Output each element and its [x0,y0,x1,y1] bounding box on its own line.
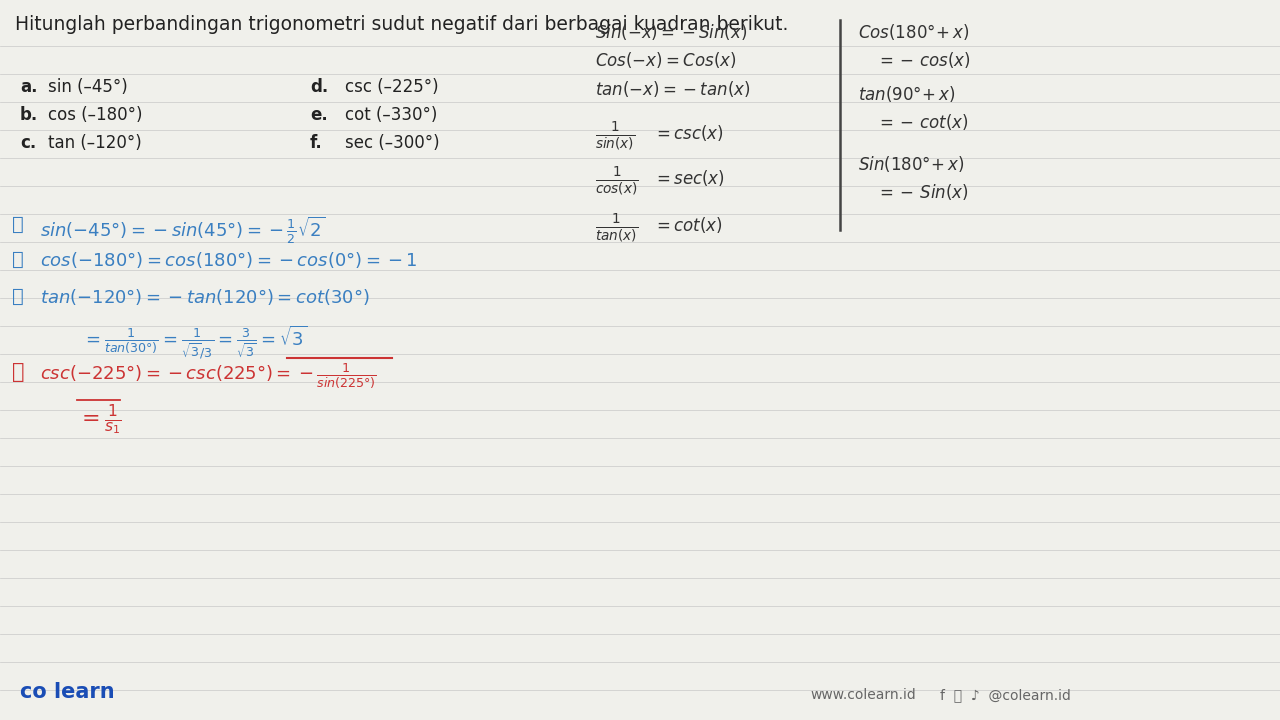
Text: $csc(-225°) = -csc(225°) = -\frac{1}{sin(225°)}$: $csc(-225°) = -csc(225°) = -\frac{1}{sin… [40,362,376,391]
Text: $tan(-x) = -tan(x)$: $tan(-x) = -tan(x)$ [595,79,750,99]
Text: $= -\,cos(x)$: $= -\,cos(x)$ [876,50,972,70]
Text: $Cos(180°\!+x)$: $Cos(180°\!+x)$ [858,22,969,42]
Text: Ⓓ: Ⓓ [12,362,24,382]
Text: Ⓑ: Ⓑ [12,250,24,269]
Text: www.colearn.id: www.colearn.id [810,688,915,702]
Text: $= \frac{1}{s_1}$: $= \frac{1}{s_1}$ [77,402,122,436]
Text: $Cos(-x) = Cos(x)$: $Cos(-x) = Cos(x)$ [595,50,736,70]
Text: cot (–330°): cot (–330°) [346,106,438,124]
Text: f.: f. [310,134,323,152]
Text: Ⓐ: Ⓐ [12,215,24,234]
Text: f  ⓞ  ♪  @colearn.id: f ⓞ ♪ @colearn.id [940,688,1071,702]
Text: $sin(-45°) = -sin(45°) = -\frac{1}{2}\sqrt{2}$: $sin(-45°) = -sin(45°) = -\frac{1}{2}\sq… [40,215,325,246]
Text: c.: c. [20,134,36,152]
Text: $= cot(x)$: $= cot(x)$ [653,215,723,235]
Text: $= \frac{1}{tan(30°)} = \frac{1}{\sqrt{3}/3} = \frac{3}{\sqrt{3}} = \sqrt{3}$: $= \frac{1}{tan(30°)} = \frac{1}{\sqrt{3… [82,323,307,361]
Text: $tan(90°\!+x)$: $tan(90°\!+x)$ [858,84,956,104]
Text: $\frac{1}{cos(x)}$: $\frac{1}{cos(x)}$ [595,165,639,197]
Text: Ⓒ: Ⓒ [12,287,24,306]
Text: b.: b. [20,106,38,124]
Text: $tan(-120°) = -tan(120°) = cot(30°)$: $tan(-120°) = -tan(120°) = cot(30°)$ [40,287,370,307]
Text: $\frac{1}{tan(x)}$: $\frac{1}{tan(x)}$ [595,212,639,243]
Text: d.: d. [310,78,328,96]
Text: tan (–120°): tan (–120°) [49,134,142,152]
Text: $cos(-180°) = cos(180°) = -cos(0°) = -1$: $cos(-180°) = cos(180°) = -cos(0°) = -1$ [40,250,417,270]
Text: sec (–300°): sec (–300°) [346,134,439,152]
Text: $= -\,Sin(x)$: $= -\,Sin(x)$ [876,182,969,202]
Text: $\frac{1}{sin(x)}$: $\frac{1}{sin(x)}$ [595,120,635,152]
Text: a.: a. [20,78,37,96]
Text: $Sin(-x) = -Sin(x)$: $Sin(-x) = -Sin(x)$ [595,22,748,42]
Text: csc (–225°): csc (–225°) [346,78,439,96]
Text: e.: e. [310,106,328,124]
Text: $= -\,cot(x)$: $= -\,cot(x)$ [876,112,969,132]
Text: cos (–180°): cos (–180°) [49,106,142,124]
Text: co learn: co learn [20,682,115,702]
Text: Hitunglah perbandingan trigonometri sudut negatif dari berbagai kuadran berikut.: Hitunglah perbandingan trigonometri sudu… [15,15,788,34]
Text: $= sec(x)$: $= sec(x)$ [653,168,724,188]
Text: $= csc(x)$: $= csc(x)$ [653,123,723,143]
Text: sin (–45°): sin (–45°) [49,78,128,96]
Text: $Sin(180°\!+x)$: $Sin(180°\!+x)$ [858,154,965,174]
